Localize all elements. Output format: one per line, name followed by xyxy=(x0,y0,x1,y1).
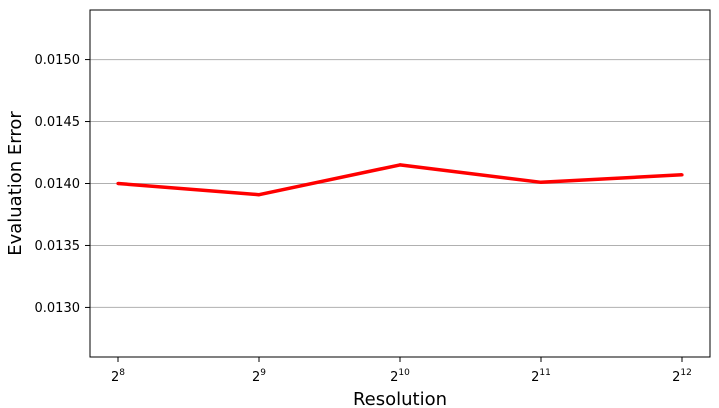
x-axis-label: Resolution xyxy=(353,389,447,408)
y-tick-label: 0.0130 xyxy=(35,301,81,316)
y-tick-label: 0.0135 xyxy=(35,239,81,254)
x-tick-exponent: 12 xyxy=(680,368,691,378)
x-tick-base: 2 xyxy=(531,370,539,385)
y-axis-label: Evaluation Error xyxy=(5,111,26,256)
data-point xyxy=(680,173,684,177)
x-tick-label: 210 xyxy=(390,368,410,385)
x-tick-base: 2 xyxy=(111,370,119,385)
x-tick-base: 2 xyxy=(672,370,680,385)
x-tick-label: 29 xyxy=(252,368,266,385)
y-tick-label: 0.0140 xyxy=(35,177,81,192)
series-line xyxy=(117,163,683,197)
x-tick-base: 2 xyxy=(252,370,260,385)
x-tick-exponent: 10 xyxy=(398,368,410,378)
data-point xyxy=(116,181,120,186)
x-tick-exponent: 9 xyxy=(260,368,266,378)
series-layer xyxy=(116,163,684,197)
x-tick-base: 2 xyxy=(390,370,398,385)
x-tick-label: 28 xyxy=(111,368,125,385)
data-point xyxy=(539,180,543,184)
y-tick-label: 0.0145 xyxy=(35,115,81,130)
y-axis-ticks: 0.0130 0.0135 0.0140 0.0145 0.0150 xyxy=(35,53,90,316)
x-tick-label: 211 xyxy=(531,368,551,385)
data-point xyxy=(398,163,402,167)
y-tick-label: 0.0150 xyxy=(35,53,81,68)
data-point xyxy=(257,193,261,197)
x-tick-exponent: 11 xyxy=(539,368,550,378)
grid-lines xyxy=(90,59,710,308)
x-tick-label: 212 xyxy=(672,368,692,385)
x-axis-ticks: 28 29 210 211 212 xyxy=(111,357,692,385)
x-tick-exponent: 8 xyxy=(119,368,125,378)
